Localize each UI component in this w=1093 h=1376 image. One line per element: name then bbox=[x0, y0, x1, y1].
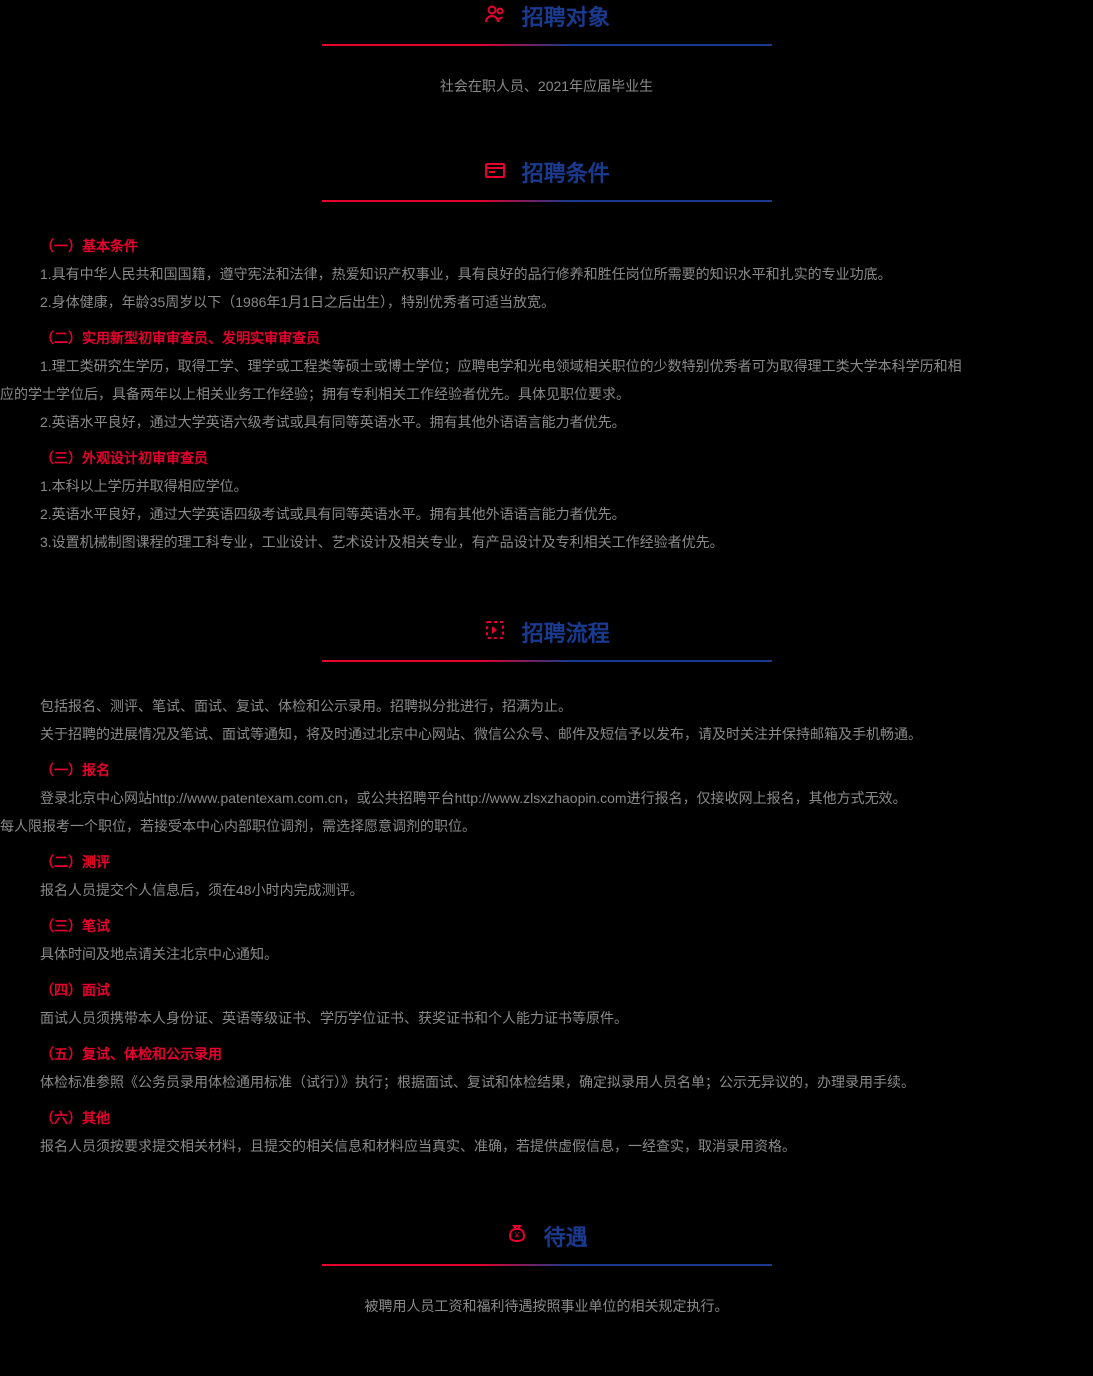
conditions-sub3: （三）外观设计初审审查员 bbox=[40, 444, 1053, 472]
process-sub1-p1: 登录北京中心网站http://www.patentexam.com.cn，或公共… bbox=[40, 784, 1053, 812]
section-target-header: 招聘对象 bbox=[0, 0, 1093, 46]
process-sub1: （一）报名 bbox=[40, 756, 1053, 784]
process-intro1: 包括报名、测评、笔试、面试、复试、体检和公示录用。招聘拟分批进行，招满为止。 bbox=[40, 692, 1053, 720]
section-treatment-header: ¥ 待遇 bbox=[0, 1220, 1093, 1266]
process-sub1-p1b: 每人限报考一个职位，若接受本中心内部职位调剂，需选择愿意调剂的职位。 bbox=[0, 812, 1053, 840]
process-icon bbox=[483, 618, 507, 647]
process-sub4: （四）面试 bbox=[40, 976, 1053, 1004]
process-sub4-p1: 面试人员须携带本人身份证、英语等级证书、学历学位证书、获奖证书和个人能力证书等原… bbox=[40, 1004, 1053, 1032]
gradient-rule bbox=[322, 1264, 772, 1266]
process-intro2: 关于招聘的进展情况及笔试、面试等通知，将及时通过北京中心网站、微信公众号、邮件及… bbox=[40, 720, 1053, 748]
card-icon bbox=[483, 158, 507, 187]
conditions-content: （一）基本条件 1.具有中华人民共和国国籍，遵守宪法和法律，热爱知识产权事业，具… bbox=[0, 232, 1093, 556]
process-sub6-p1: 报名人员须按要求提交相关材料，且提交的相关信息和材料应当真实、准确，若提供虚假信… bbox=[40, 1132, 1053, 1160]
process-sub3: （三）笔试 bbox=[40, 912, 1053, 940]
section-target-title: 招聘对象 bbox=[522, 0, 610, 32]
conditions-sub1-p1: 1.具有中华人民共和国国籍，遵守宪法和法律，热爱知识产权事业，具有良好的品行修养… bbox=[40, 260, 1053, 288]
conditions-sub3-p1: 1.本科以上学历并取得相应学位。 bbox=[40, 472, 1053, 500]
conditions-sub3-p3: 3.设置机械制图课程的理工科专业，工业设计、艺术设计及相关专业，有产品设计及专利… bbox=[40, 528, 1053, 556]
gradient-rule bbox=[322, 660, 772, 662]
section-treatment: ¥ 待遇 被聘用人员工资和福利待遇按照事业单位的相关规定执行。 bbox=[0, 1220, 1093, 1316]
gradient-rule bbox=[322, 44, 772, 46]
svg-text:¥: ¥ bbox=[514, 1231, 520, 1240]
section-process-header: 招聘流程 bbox=[0, 616, 1093, 662]
section-conditions-title: 招聘条件 bbox=[522, 156, 610, 188]
section-conditions: 招聘条件 （一）基本条件 1.具有中华人民共和国国籍，遵守宪法和法律，热爱知识产… bbox=[0, 156, 1093, 556]
conditions-sub1-p2: 2.身体健康，年龄35周岁以下（1986年1月1日之后出生），特别优秀者可适当放… bbox=[40, 288, 1053, 316]
section-process: 招聘流程 包括报名、测评、笔试、面试、复试、体检和公示录用。招聘拟分批进行，招满… bbox=[0, 616, 1093, 1160]
conditions-sub2-p2: 2.英语水平良好，通过大学英语六级考试或具有同等英语水平。拥有其他外语语言能力者… bbox=[40, 408, 1053, 436]
process-sub2: （二）测评 bbox=[40, 848, 1053, 876]
process-content: 包括报名、测评、笔试、面试、复试、体检和公示录用。招聘拟分批进行，招满为止。 关… bbox=[0, 692, 1093, 1160]
section-treatment-title: 待遇 bbox=[544, 1220, 588, 1252]
process-sub5: （五）复试、体检和公示录用 bbox=[40, 1040, 1053, 1068]
section-target: 招聘对象 社会在职人员、2021年应届毕业生 bbox=[0, 0, 1093, 96]
target-text: 社会在职人员、2021年应届毕业生 bbox=[0, 76, 1093, 96]
conditions-sub2: （二）实用新型初审审查员、发明实审审查员 bbox=[40, 324, 1053, 352]
treatment-text: 被聘用人员工资和福利待遇按照事业单位的相关规定执行。 bbox=[0, 1296, 1093, 1316]
conditions-sub3-p2: 2.英语水平良好，通过大学英语四级考试或具有同等英语水平。拥有其他外语语言能力者… bbox=[40, 500, 1053, 528]
section-conditions-header: 招聘条件 bbox=[0, 156, 1093, 202]
process-sub6: （六）其他 bbox=[40, 1104, 1053, 1132]
process-sub5-p1: 体检标准参照《公务员录用体检通用标准（试行）》执行；根据面试、复试和体检结果，确… bbox=[40, 1068, 1053, 1096]
process-sub2-p1: 报名人员提交个人信息后，须在48小时内完成测评。 bbox=[40, 876, 1053, 904]
process-sub3-p1: 具体时间及地点请关注北京中心通知。 bbox=[40, 940, 1053, 968]
conditions-sub2-p1: 1.理工类研究生学历，取得工学、理学或工程类等硕士或博士学位；应聘电学和光电领域… bbox=[40, 352, 1053, 380]
conditions-sub1: （一）基本条件 bbox=[40, 232, 1053, 260]
section-process-title: 招聘流程 bbox=[522, 616, 610, 648]
conditions-sub2-p1b: 应的学士学位后，具备两年以上相关业务工作经验；拥有专利相关工作经验者优先。具体见… bbox=[0, 380, 1053, 408]
gradient-rule bbox=[322, 200, 772, 202]
people-icon bbox=[483, 2, 507, 31]
money-bag-icon: ¥ bbox=[505, 1222, 529, 1251]
